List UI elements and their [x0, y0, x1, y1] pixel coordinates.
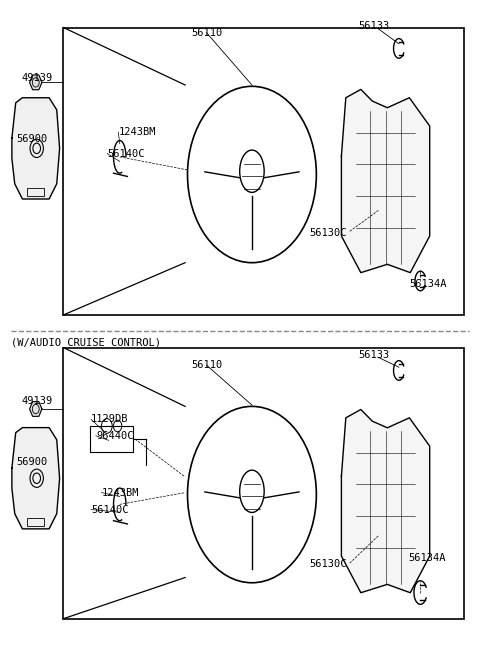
Text: 56134A: 56134A: [410, 279, 447, 289]
Text: 1243BM: 1243BM: [102, 487, 139, 498]
Bar: [63, 28, 464, 315]
Text: (W/AUDIO CRUISE CONTROL): (W/AUDIO CRUISE CONTROL): [11, 337, 161, 348]
Bar: [27, 188, 44, 196]
Text: 49139: 49139: [22, 73, 53, 83]
Text: 56134A: 56134A: [409, 553, 446, 563]
Polygon shape: [12, 428, 60, 529]
Polygon shape: [30, 75, 42, 90]
Text: 1243BM: 1243BM: [118, 127, 156, 137]
Text: 56900: 56900: [17, 457, 48, 467]
Text: 56130C: 56130C: [310, 228, 347, 238]
Text: 56900: 56900: [17, 134, 48, 144]
Text: 56110: 56110: [191, 360, 222, 370]
Text: 1129DB: 1129DB: [91, 415, 129, 424]
Polygon shape: [341, 409, 430, 593]
Bar: [27, 518, 44, 526]
Text: 96440C: 96440C: [96, 431, 133, 441]
Bar: [90, 426, 132, 452]
Text: 56133: 56133: [358, 21, 389, 31]
Text: 49139: 49139: [22, 396, 53, 406]
Text: 56140C: 56140C: [108, 149, 145, 159]
Text: 56130C: 56130C: [310, 560, 347, 569]
Text: 56140C: 56140C: [91, 504, 129, 514]
Polygon shape: [341, 89, 430, 273]
Bar: [63, 348, 464, 619]
Polygon shape: [12, 98, 60, 199]
Text: 56110: 56110: [191, 28, 222, 38]
Text: 56133: 56133: [358, 350, 389, 360]
Polygon shape: [30, 401, 42, 417]
